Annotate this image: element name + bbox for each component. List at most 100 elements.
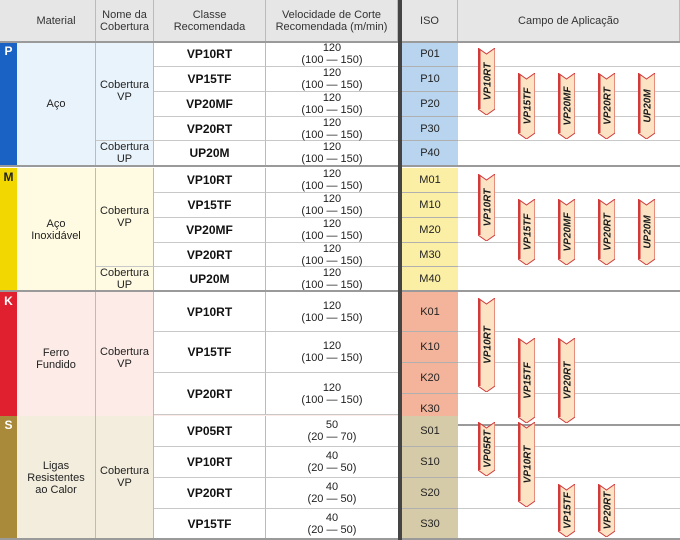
speed-range: (100 — 150) — [301, 393, 363, 406]
application-gridline — [458, 192, 680, 193]
application-gridline — [458, 66, 680, 67]
iso-code: S10 — [402, 447, 458, 478]
iso-band-k — [402, 292, 458, 425]
chip-shape: VP20RT — [558, 338, 575, 423]
chip-label: UP20M — [643, 89, 654, 123]
application-chip: VP20MF — [558, 73, 575, 139]
group-separator — [0, 165, 680, 167]
chip-label: VP15TF — [563, 491, 574, 529]
speed-range: (20 — 50) — [307, 493, 357, 505]
chip-shape: VP15TF — [558, 484, 575, 537]
chip-shape: VP10RT — [478, 48, 495, 115]
chip-shape: VP20RT — [598, 199, 615, 265]
header-iso-label: ISO — [420, 15, 439, 27]
speed-value: 120 — [322, 42, 342, 54]
header-corner — [0, 0, 17, 42]
speed-range: (100 — 150) — [301, 230, 363, 242]
speed-value: 120 — [322, 340, 342, 352]
grade-cell: VP10RT — [154, 168, 266, 193]
chip-shape: UP20M — [638, 199, 655, 265]
chip-label: VP10RT — [523, 445, 534, 484]
speed-value: 40 — [325, 450, 339, 462]
chip-label: UP20M — [643, 215, 654, 249]
group-tab-m: M — [0, 168, 17, 291]
speed-cell: 120 (100 — 150) — [266, 117, 398, 141]
speed-value: 120 — [322, 67, 342, 79]
coating-name: Cobertura VP — [96, 42, 154, 141]
speed-cell: 120 (100 — 150) — [266, 292, 398, 332]
chip-shape: VP20MF — [558, 199, 575, 265]
header-speed-label: Velocidade de Corte Recomendada (m/min) — [275, 9, 388, 33]
speed-cell: 120 (100 — 150) — [266, 373, 398, 415]
speed-value: 120 — [322, 218, 342, 230]
group-tab-k: K — [0, 292, 17, 425]
iso-code: K20 — [402, 363, 458, 394]
iso-band-p — [402, 42, 458, 166]
application-gridline — [458, 446, 680, 447]
material-name: Ligas Resistentes ao Calor — [17, 416, 96, 539]
coating-name: Cobertura UP — [96, 141, 154, 166]
header-grade-label: Classe Recomendada — [173, 9, 246, 33]
grade-cell: VP10RT — [154, 42, 266, 67]
grade-cell: VP10RT — [154, 447, 266, 478]
coating-name: Cobertura VP — [96, 292, 154, 425]
iso-code: K01 — [402, 292, 458, 332]
application-chip: VP15TF — [518, 338, 535, 423]
iso-code: M30 — [402, 243, 458, 267]
header-field-label: Campo de Aplicação — [518, 15, 619, 27]
grade-cell: VP20RT — [154, 243, 266, 267]
header-iso: ISO — [402, 0, 458, 42]
speed-cell: 120 (100 — 150) — [266, 193, 398, 218]
chip-label: VP20RT — [603, 212, 614, 251]
application-chip: VP15TF — [558, 484, 575, 537]
chip-label: VP10RT — [483, 325, 494, 364]
group-separator — [0, 538, 680, 540]
chip-shape: VP05RT — [478, 422, 495, 476]
speed-cell: 120 (100 — 150) — [266, 332, 398, 373]
speed-value: 40 — [325, 511, 339, 524]
grade-cell: VP10RT — [154, 292, 266, 332]
iso-code: S01 — [402, 416, 458, 447]
grade-cell: VP15TF — [154, 509, 266, 539]
application-gridline — [458, 331, 680, 332]
grade-cell: VP20RT — [154, 478, 266, 509]
grade-cell: VP20MF — [154, 92, 266, 117]
coating-name: Cobertura VP — [96, 168, 154, 267]
application-chip: VP20RT — [598, 484, 615, 537]
iso-band-m — [402, 168, 458, 291]
chip-label: VP20MF — [563, 86, 574, 126]
speed-cell: 120 (100 — 150) — [266, 42, 398, 67]
chip-label: VP10RT — [483, 188, 494, 227]
chip-label: VP05RT — [483, 429, 494, 468]
speed-cell: 120 (100 — 150) — [266, 267, 398, 291]
group-letter: K — [4, 294, 13, 308]
application-chip: VP20RT — [558, 338, 575, 423]
application-chip: UP20M — [638, 199, 655, 265]
iso-code: P40 — [402, 141, 458, 166]
chip-label: VP15TF — [523, 87, 534, 125]
header-material-label: Material — [36, 15, 76, 27]
application-chip: VP10RT — [478, 48, 495, 115]
speed-range: (100 — 150) — [301, 254, 363, 267]
speed-value: 120 — [322, 193, 342, 205]
speed-value: 120 — [322, 299, 342, 312]
header-field: Campo de Aplicação — [458, 0, 680, 42]
speed-range: (100 — 150) — [301, 352, 363, 364]
application-gridline — [458, 140, 680, 141]
speed-cell: 40 (20 — 50) — [266, 478, 398, 509]
chip-label: VP15TF — [523, 361, 534, 399]
speed-range: (100 — 150) — [301, 54, 363, 66]
chip-label: VP20RT — [603, 86, 614, 125]
grade-cell: VP20MF — [154, 218, 266, 243]
iso-code: S30 — [402, 509, 458, 539]
group-letter: M — [3, 170, 14, 184]
coating-name: Cobertura UP — [96, 267, 154, 291]
chip-label: VP10RT — [483, 62, 494, 101]
speed-cell: 120 (100 — 150) — [266, 92, 398, 117]
material-name: Aço — [17, 42, 96, 166]
group-letter: S — [4, 418, 13, 432]
grade-cell: UP20M — [154, 267, 266, 291]
grade-cell: VP15TF — [154, 332, 266, 373]
group-separator — [0, 290, 680, 292]
grade-cell: VP15TF — [154, 193, 266, 218]
